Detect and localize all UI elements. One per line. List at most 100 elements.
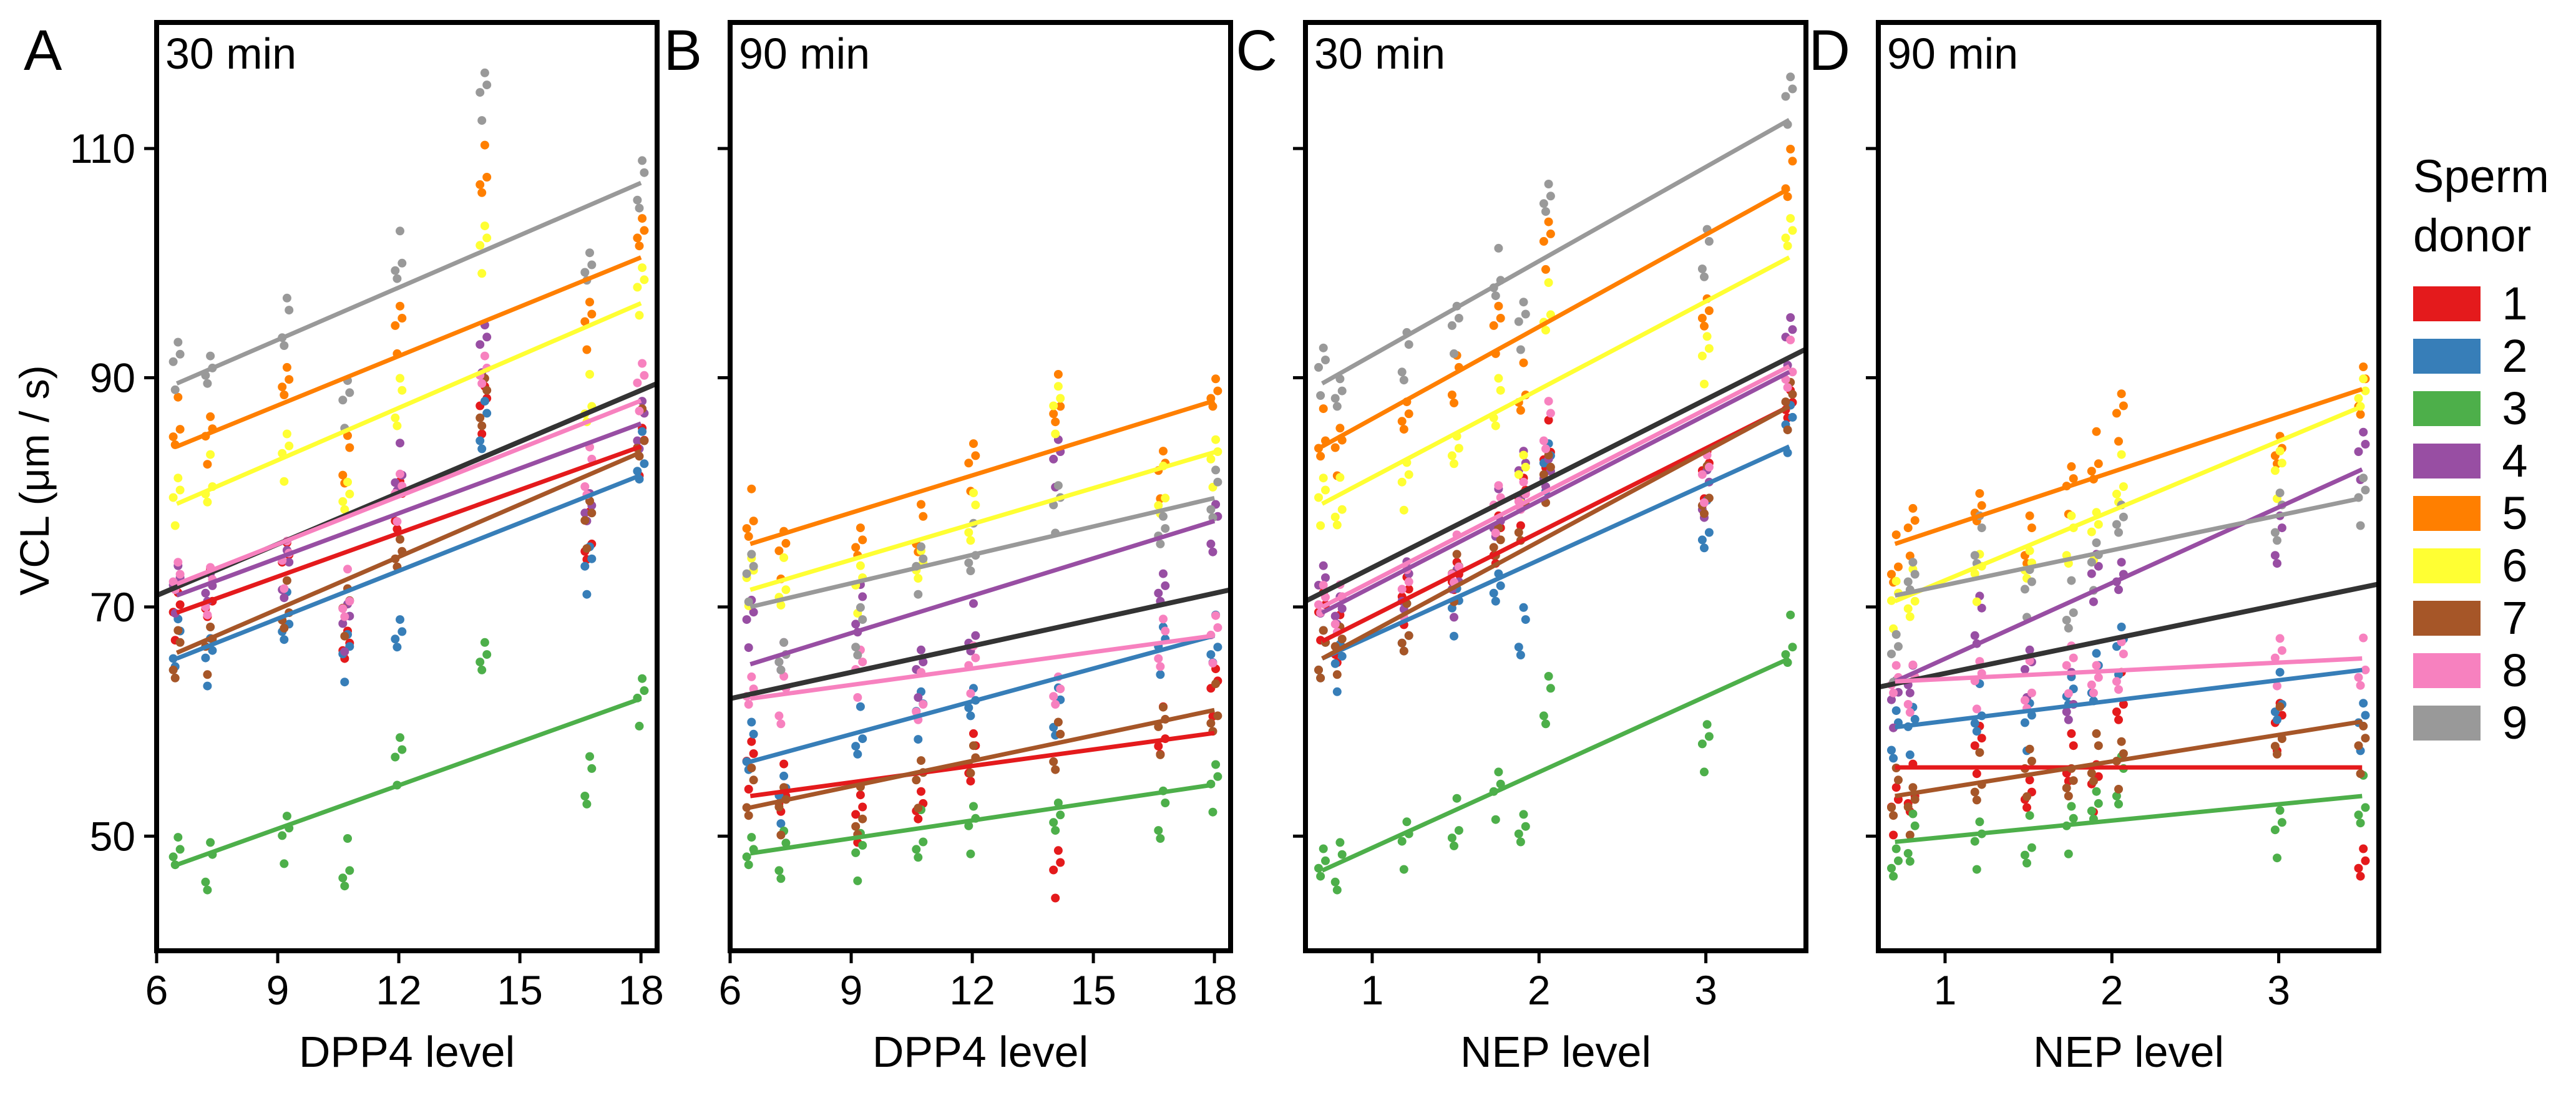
point-D-donor-9 — [2273, 536, 2281, 545]
point-A-donor-4 — [482, 333, 492, 342]
point-C-donor-9 — [1781, 92, 1790, 101]
point-A-donor-5 — [206, 412, 215, 421]
point-B-donor-2 — [851, 742, 861, 751]
y-tick-label: 90 — [90, 354, 135, 401]
point-A-donor-8 — [173, 558, 183, 567]
point-D-donor-6 — [2094, 520, 2103, 529]
points-D — [1887, 362, 2370, 881]
point-B-donor-6 — [964, 528, 973, 537]
point-D-donor-5 — [1975, 489, 1984, 498]
point-A-donor-5 — [278, 382, 287, 392]
point-B-donor-3 — [966, 849, 975, 858]
point-B-donor-4 — [1049, 454, 1058, 464]
point-C-donor-5 — [1496, 314, 1505, 323]
point-C-donor-5 — [1316, 452, 1325, 461]
fit-line-B-donor-8 — [749, 633, 1215, 701]
point-D-donor-8 — [2275, 634, 2285, 643]
point-C-donor-8 — [1544, 397, 1553, 406]
legend-label-5: 5 — [2502, 487, 2527, 539]
point-B-donor-5 — [1049, 409, 1058, 419]
point-C-donor-6 — [1781, 233, 1790, 243]
point-D-donor-1 — [2361, 856, 2370, 865]
point-B-donor-1 — [1053, 846, 1063, 855]
point-D-donor-8 — [1905, 707, 1915, 717]
point-D-donor-7 — [1903, 802, 1913, 812]
point-B-donor-9 — [966, 566, 975, 575]
legend-swatch-8 — [2413, 653, 2481, 688]
point-D-donor-6 — [2361, 386, 2370, 396]
point-A-donor-7 — [580, 516, 590, 525]
point-B-donor-1 — [856, 790, 865, 800]
panel-C: 1 2 3 C 30 min NEP level — [1236, 19, 1808, 1076]
fit-line-C-donor-4 — [1321, 370, 1790, 615]
point-C-donor-3 — [1330, 877, 1340, 887]
legend-label-6: 6 — [2502, 540, 2527, 591]
point-D-donor-8 — [2273, 681, 2281, 691]
point-B-donor-5 — [1213, 386, 1222, 396]
point-C-donor-3 — [1697, 739, 1707, 749]
point-D-donor-8 — [2064, 689, 2073, 698]
point-B-donor-4 — [1208, 547, 1217, 556]
point-D-donor-4 — [2270, 551, 2280, 560]
point-A-donor-3 — [203, 885, 212, 895]
point-C-donor-9 — [1447, 321, 1456, 330]
point-D-donor-4 — [1977, 603, 1986, 613]
point-D-donor-4 — [2277, 523, 2286, 533]
point-C-donor-9 — [1319, 343, 1328, 352]
point-D-donor-9 — [2020, 585, 2029, 594]
point-A-donor-6 — [482, 233, 492, 243]
point-B-donor-8 — [1051, 700, 1060, 709]
point-C-donor-9 — [1521, 309, 1530, 319]
point-A-donor-9 — [393, 274, 402, 283]
point-D-donor-6 — [2354, 394, 2363, 403]
fit-line-C-donor-9 — [1321, 118, 1790, 386]
point-A-donor-7 — [175, 638, 185, 647]
point-A-donor-6 — [638, 263, 647, 273]
point-B-donor-8 — [1211, 611, 1221, 620]
point-B-donor-1 — [749, 749, 758, 758]
point-B-donor-3 — [1211, 760, 1221, 769]
point-A-donor-5 — [168, 432, 178, 442]
fit-line-D-donor-9 — [1895, 495, 2363, 598]
point-D-donor-2 — [2020, 718, 2029, 727]
point-A-donor-4 — [285, 558, 294, 567]
point-C-donor-7 — [1397, 638, 1407, 648]
point-B-donor-6 — [1051, 429, 1060, 439]
point-C-donor-9 — [1316, 391, 1325, 400]
point-B-donor-5 — [1208, 402, 1217, 411]
fit-line-B-donor-2 — [749, 633, 1216, 764]
point-C-donor-6 — [1321, 485, 1330, 495]
point-D-donor-1 — [1977, 734, 1986, 743]
point-A-donor-4 — [396, 439, 404, 448]
point-A-donor-9 — [480, 68, 489, 77]
point-D-donor-3 — [1891, 844, 1901, 853]
legend-label-9: 9 — [2502, 697, 2527, 749]
x-tick-label-A: 15 — [497, 967, 542, 1013]
point-C-donor-3 — [1491, 815, 1500, 824]
point-C-donor-2 — [1450, 631, 1458, 641]
point-B-donor-6 — [1211, 435, 1221, 444]
point-D-donor-8 — [1972, 704, 1981, 714]
point-B-donor-8 — [1056, 684, 1065, 694]
point-A-donor-9 — [206, 351, 215, 361]
point-B-donor-3 — [774, 866, 784, 875]
overall-fit-line-D — [1878, 581, 2379, 690]
point-A-donor-3 — [343, 834, 352, 843]
point-D-donor-6 — [1972, 597, 1981, 606]
point-C-donor-5 — [1519, 358, 1528, 367]
point-C-donor-3 — [1450, 841, 1458, 850]
point-C-donor-2 — [1519, 603, 1528, 612]
legend-label-1: 1 — [2502, 278, 2527, 329]
point-C-donor-2 — [1516, 651, 1525, 659]
point-C-donor-3 — [1519, 810, 1528, 819]
point-D-donor-8 — [2094, 673, 2103, 682]
point-B-donor-9 — [749, 561, 758, 571]
x-tick-label-A: 18 — [618, 967, 663, 1013]
point-B-donor-6 — [1053, 382, 1063, 391]
point-A-donor-7 — [582, 544, 592, 553]
fit-line-D-donor-5 — [1894, 387, 2363, 546]
point-B-donor-7 — [747, 764, 756, 772]
point-A-donor-7 — [587, 508, 597, 518]
point-A-donor-8 — [280, 584, 289, 593]
